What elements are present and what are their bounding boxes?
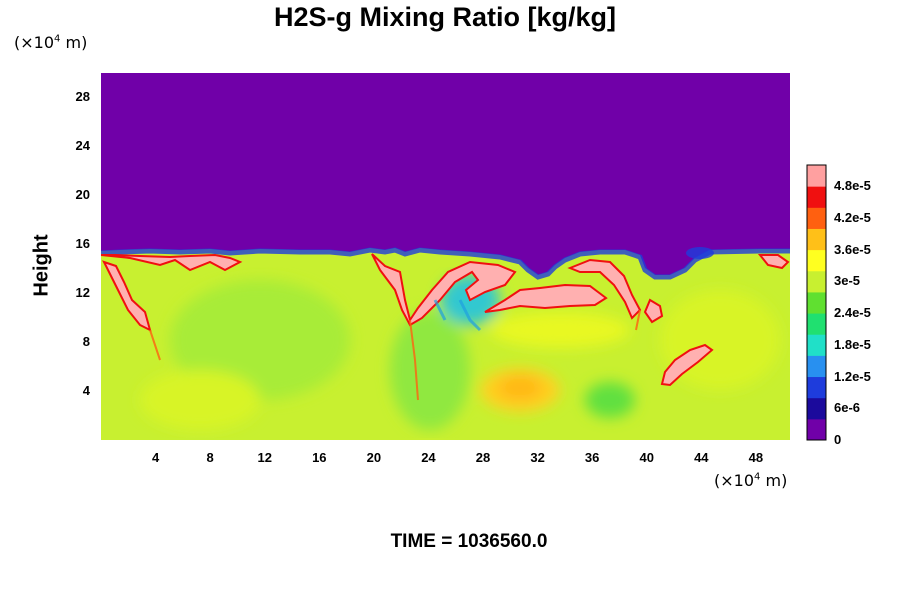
colorbar-swatch — [807, 291, 826, 314]
colorbar-frame — [806, 164, 827, 441]
colorbar-swatch — [807, 376, 826, 399]
x-tick-label: 44 — [694, 450, 709, 465]
colorbar-swatch — [807, 165, 826, 187]
colorbar-tick-label: 6e-6 — [834, 400, 861, 416]
colorbar-tick-label: 1.2e-5 — [834, 368, 871, 384]
x-tick-label: 20 — [366, 450, 382, 465]
colorbar-swatch — [807, 334, 826, 356]
colorbar-swatch — [807, 207, 826, 229]
x-tick-label: 40 — [639, 450, 654, 465]
time-label: TIME = 1036560.0 — [390, 531, 548, 552]
x-tick-label: 28 — [475, 450, 491, 465]
colorbar — [806, 164, 827, 441]
colorbar-tick-label: 4.8e-5 — [834, 178, 871, 194]
y-tick-label: 28 — [75, 89, 90, 105]
colorbar-swatch — [807, 186, 826, 208]
colorbar-swatch — [807, 355, 826, 378]
x-tick-label: 12 — [257, 450, 272, 465]
x-tick-label: 8 — [206, 450, 214, 465]
colorbar-swatch — [807, 249, 826, 272]
y-tick-label: 16 — [75, 236, 90, 252]
field-upper-layer — [101, 73, 790, 275]
y-tick-label: 20 — [75, 187, 90, 203]
colorbar-tick-label: 2.4e-5 — [834, 305, 871, 321]
colorbar-swatch — [807, 313, 826, 335]
colorbar-tick-label: 0 — [834, 432, 842, 447]
colorbar-tick-label: 3.6e-5 — [834, 241, 871, 257]
y-tick-label: 4 — [82, 383, 90, 399]
y-tick-label: 8 — [82, 334, 90, 350]
colorbar-swatch — [807, 418, 826, 441]
x-tick-label: 36 — [584, 450, 600, 465]
y-axis-unit: (×104 m) — [14, 33, 88, 52]
field-variations — [140, 275, 780, 430]
colorbar-tick-label: 3e-5 — [834, 273, 861, 289]
y-tick-label: 12 — [75, 285, 90, 301]
x-tick-label: 24 — [421, 450, 436, 465]
colorbar-swatch — [807, 397, 826, 420]
field-high-regions — [101, 253, 790, 387]
colorbar-swatch — [807, 228, 826, 251]
chart-title: H2S-g Mixing Ratio [kg/kg] — [273, 2, 616, 32]
colorbar-swatch — [807, 270, 826, 293]
colorbar-tick-label: 4.2e-5 — [834, 209, 871, 225]
colorbar-tick-label: 1.8e-5 — [834, 336, 871, 352]
heatmap-field — [101, 73, 790, 440]
x-tick-label: 32 — [530, 450, 545, 465]
x-tick-label: 48 — [748, 450, 764, 465]
y-tick-label: 24 — [75, 138, 90, 154]
x-tick-label: 4 — [151, 450, 160, 465]
x-axis-unit: (×104 m) — [714, 471, 788, 490]
x-tick-label: 16 — [312, 450, 327, 465]
